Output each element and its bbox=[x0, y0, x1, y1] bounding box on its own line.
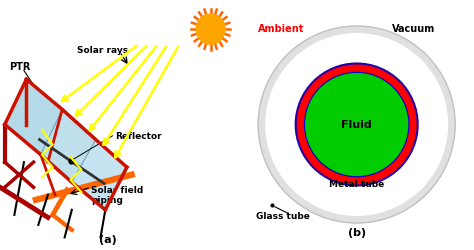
Circle shape bbox=[296, 64, 418, 186]
Text: Ambient: Ambient bbox=[258, 24, 304, 34]
Text: Solar rays: Solar rays bbox=[77, 46, 128, 54]
Text: Solar field
piping: Solar field piping bbox=[91, 185, 143, 204]
Text: Vacuum: Vacuum bbox=[392, 24, 435, 34]
Circle shape bbox=[304, 72, 410, 178]
Text: Fluid: Fluid bbox=[341, 120, 372, 130]
Text: Reflector: Reflector bbox=[115, 132, 162, 141]
Text: (a): (a) bbox=[99, 234, 117, 244]
Polygon shape bbox=[5, 80, 62, 155]
Text: (b): (b) bbox=[347, 227, 366, 237]
Polygon shape bbox=[41, 110, 96, 182]
Text: Glass tube: Glass tube bbox=[256, 212, 310, 220]
Polygon shape bbox=[72, 140, 127, 210]
Circle shape bbox=[305, 74, 408, 176]
Text: Metal tube: Metal tube bbox=[329, 179, 384, 188]
Circle shape bbox=[196, 15, 225, 45]
Text: PTR: PTR bbox=[9, 62, 31, 72]
Circle shape bbox=[265, 34, 448, 216]
Circle shape bbox=[258, 27, 455, 223]
